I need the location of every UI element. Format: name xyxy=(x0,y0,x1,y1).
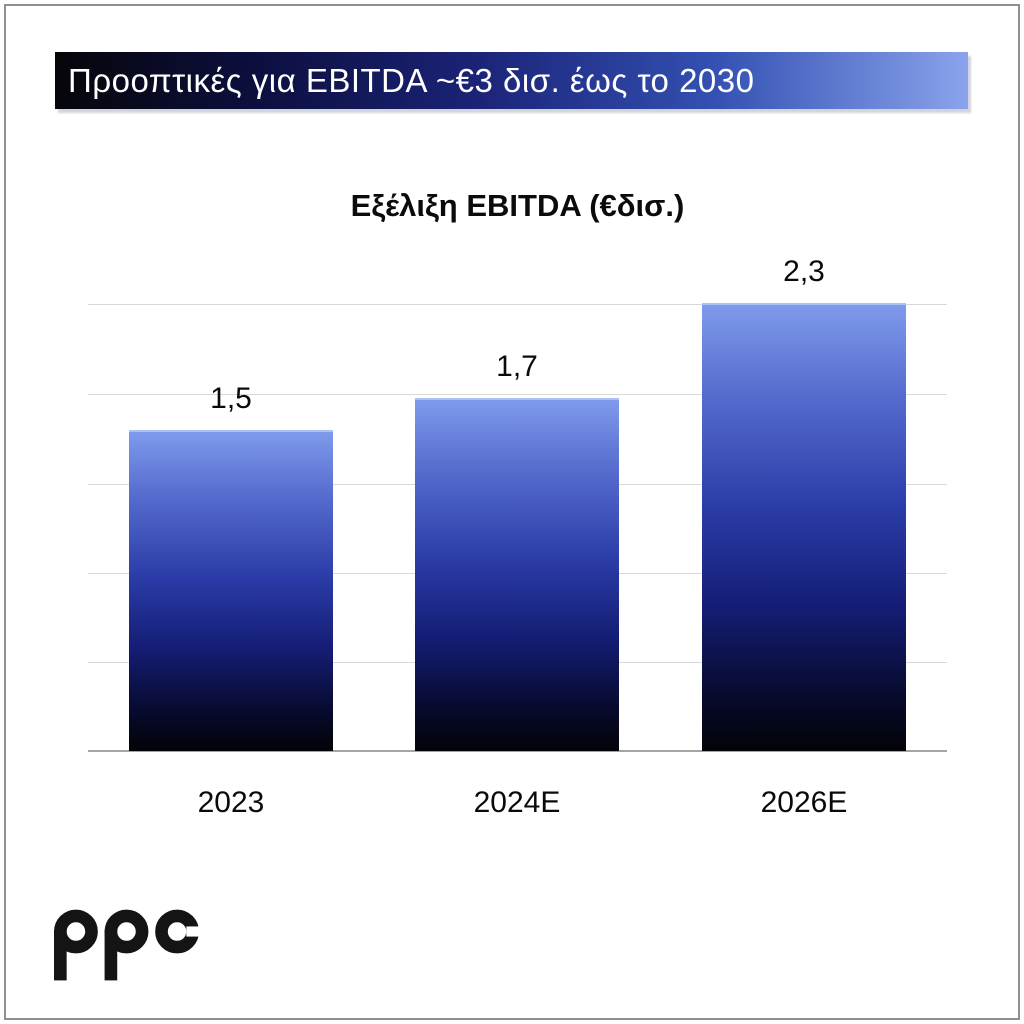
plot-area: 1,5 1,7 2,3 xyxy=(88,255,947,752)
ppc-logo-icon xyxy=(54,909,199,981)
x-axis-labels: 2023 2024E 2026E xyxy=(88,786,947,826)
bar xyxy=(129,430,333,751)
gridline xyxy=(88,304,947,305)
banner-title: Προοπτικές για EBITDA ~€3 δισ. έως το 20… xyxy=(68,61,755,99)
bar-value-label: 1,5 xyxy=(210,382,252,415)
x-axis-label: 2024E xyxy=(473,786,561,819)
x-axis-label: 2023 xyxy=(197,786,265,819)
x-axis-line xyxy=(88,750,947,752)
bar-value-label: 2,3 xyxy=(783,255,825,288)
bar xyxy=(415,398,619,751)
x-axis-label: 2026E xyxy=(760,786,848,819)
bar xyxy=(702,303,906,751)
chart-title: Εξέλιξη EBITDA (€δισ.) xyxy=(350,188,685,223)
banner: Προοπτικές για EBITDA ~€3 δισ. έως το 20… xyxy=(55,52,968,109)
gridline xyxy=(88,394,947,395)
bar-value-label: 1,7 xyxy=(496,350,538,383)
ppc-logo xyxy=(54,903,199,987)
